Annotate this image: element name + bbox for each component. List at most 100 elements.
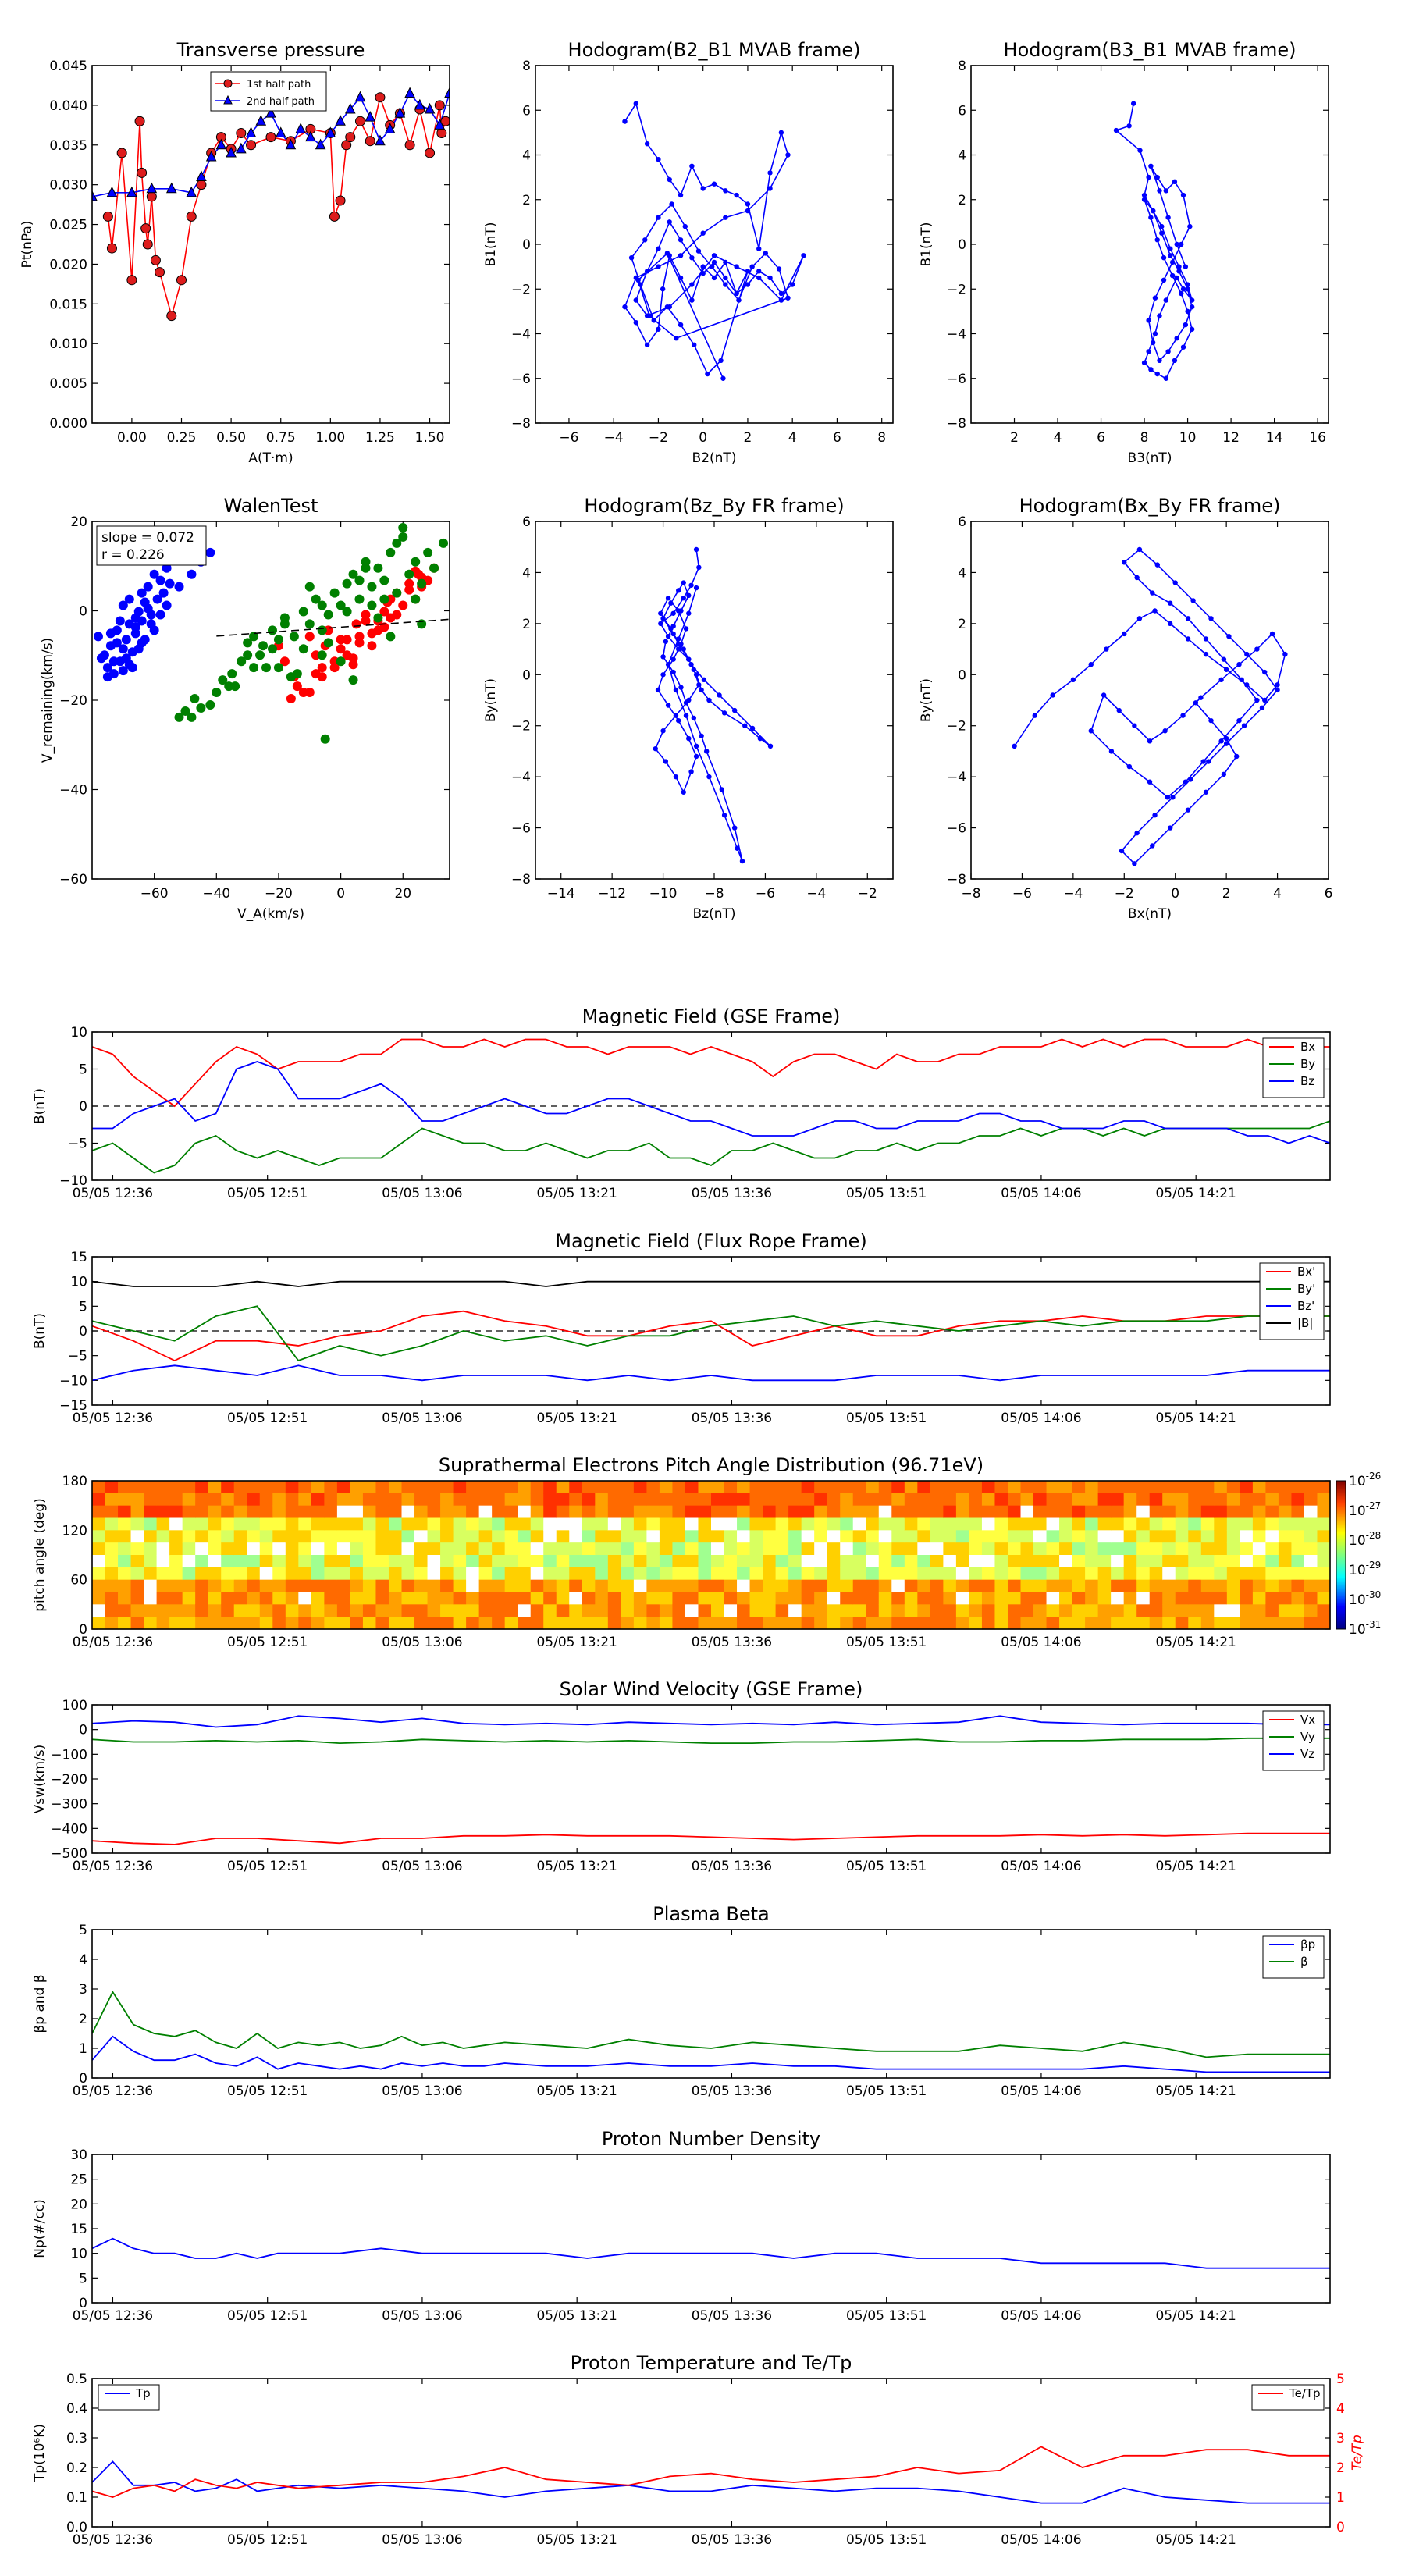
h31-point xyxy=(1168,246,1173,251)
pad-cell xyxy=(904,1542,918,1556)
pad-cell xyxy=(930,1567,944,1581)
hxy-point xyxy=(1236,717,1242,724)
pad-cell xyxy=(221,1481,235,1494)
bgse-ytick-label: 5 xyxy=(79,1062,87,1078)
pad-cell xyxy=(1072,1555,1086,1568)
bfr-xtick-label: 05/05 14:21 xyxy=(1155,1411,1236,1426)
pad-cell xyxy=(1059,1542,1073,1556)
pad-cell xyxy=(994,1505,1008,1519)
hxy-point xyxy=(1126,763,1133,770)
hzy-point xyxy=(688,582,694,588)
walen-point-green xyxy=(348,675,358,685)
np-ytick-label: 25 xyxy=(70,2172,87,2188)
pad-cell xyxy=(156,1505,170,1519)
pad-cell xyxy=(633,1579,647,1593)
pad-cell xyxy=(285,1617,299,1630)
walen-xtick-label: −60 xyxy=(140,886,169,902)
pad-colorbar-label: 10-30 xyxy=(1349,1589,1381,1608)
pad-cell xyxy=(1007,1617,1022,1630)
pad-cell xyxy=(659,1493,674,1507)
pt-point-2nd xyxy=(424,102,436,114)
pad-cell xyxy=(259,1567,273,1581)
pad-cell xyxy=(92,1542,106,1556)
pad-cell xyxy=(118,1517,132,1531)
pad-cell xyxy=(1020,1555,1034,1568)
h21-point xyxy=(700,186,706,191)
vsw-xtick-label: 05/05 12:36 xyxy=(73,1859,153,1874)
walen-point-red xyxy=(404,585,414,595)
pad-cell xyxy=(375,1592,389,1605)
pad-cell xyxy=(698,1493,712,1507)
pad-cell xyxy=(1072,1530,1086,1543)
walen-point-green xyxy=(249,632,259,642)
pt-point-2nd xyxy=(444,87,450,98)
hzy-xtick-label: −12 xyxy=(598,886,626,902)
pad-cell xyxy=(891,1617,905,1630)
pad-cell xyxy=(362,1481,377,1494)
hxy-ytick-label: −4 xyxy=(947,770,966,785)
pad-cell xyxy=(1240,1592,1254,1605)
pad-cell xyxy=(518,1604,532,1617)
pad-cell xyxy=(478,1517,493,1531)
h21-point xyxy=(656,215,661,220)
pad-cell xyxy=(852,1530,866,1543)
hxy-point xyxy=(1262,669,1268,675)
walen-point-blue xyxy=(187,569,197,579)
hxy-point xyxy=(1208,717,1214,724)
pad-cell xyxy=(1149,1604,1163,1617)
pt-point-1st xyxy=(176,275,187,286)
pad-cell xyxy=(607,1542,621,1556)
pad-cell xyxy=(904,1592,918,1605)
pad-cell xyxy=(981,1530,996,1543)
hzy-point xyxy=(681,646,686,652)
hxy-point xyxy=(1152,608,1158,614)
pad-colorbar-exp: -27 xyxy=(1366,1500,1382,1511)
pad-cell xyxy=(943,1567,957,1581)
hzy-point xyxy=(699,687,704,693)
pad-cell xyxy=(595,1592,609,1605)
pad-cell xyxy=(259,1493,273,1507)
hxy-point xyxy=(1198,695,1204,700)
pad-cell xyxy=(388,1555,403,1568)
pt-legend-box xyxy=(210,71,327,112)
h31-point xyxy=(1152,331,1158,336)
vsw-series-2 xyxy=(92,1715,1330,1728)
pad-cell xyxy=(1111,1617,1125,1630)
pad-cell xyxy=(144,1567,158,1581)
h31-point xyxy=(1146,318,1151,323)
pad-cell xyxy=(917,1517,931,1531)
hzy-point xyxy=(658,610,663,616)
pad-cell xyxy=(698,1530,712,1543)
pad-cell xyxy=(1252,1530,1266,1543)
hzy-point xyxy=(688,769,694,774)
h21-point xyxy=(656,326,661,332)
pad-cell xyxy=(478,1592,493,1605)
h21-point xyxy=(763,251,769,256)
pad-cell xyxy=(530,1555,544,1568)
pt-title: Transverse pressure xyxy=(176,39,365,61)
pad-cell xyxy=(169,1542,183,1556)
pad-cell xyxy=(1304,1567,1318,1581)
hxy-point xyxy=(1167,825,1173,831)
pad-cell xyxy=(1111,1481,1125,1494)
pad-cell xyxy=(878,1517,892,1531)
pad-cell xyxy=(930,1555,944,1568)
pad-cell xyxy=(917,1579,931,1593)
pad-cell xyxy=(724,1542,738,1556)
hxy-point xyxy=(1185,807,1191,813)
pad-cell xyxy=(930,1481,944,1494)
pt-xlabel: A(T·m) xyxy=(248,450,293,466)
walen-point-blue xyxy=(162,563,172,573)
pad-cell xyxy=(917,1493,931,1507)
pad-cell xyxy=(233,1542,247,1556)
h21-point xyxy=(723,188,728,194)
pad-cell xyxy=(582,1579,596,1593)
walen-point-red xyxy=(379,607,389,617)
h21-point xyxy=(776,266,782,272)
pad-cell xyxy=(130,1579,144,1593)
pt-point-1st xyxy=(140,223,151,234)
bgse-title: Magnetic Field (GSE Frame) xyxy=(582,1005,841,1027)
walen-point-green xyxy=(404,569,414,579)
pad-colorbar-exp: -26 xyxy=(1366,1471,1382,1482)
pad-cell xyxy=(1097,1604,1112,1617)
